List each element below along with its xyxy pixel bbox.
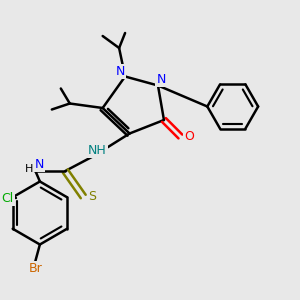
Text: O: O (184, 130, 194, 143)
Text: Cl: Cl (2, 191, 14, 205)
Text: NH: NH (88, 144, 107, 157)
Text: S: S (88, 190, 96, 203)
Text: H: H (25, 164, 33, 175)
Text: N: N (156, 73, 166, 86)
Text: N: N (116, 64, 125, 78)
Text: N: N (34, 158, 44, 171)
Text: Br: Br (28, 262, 42, 275)
